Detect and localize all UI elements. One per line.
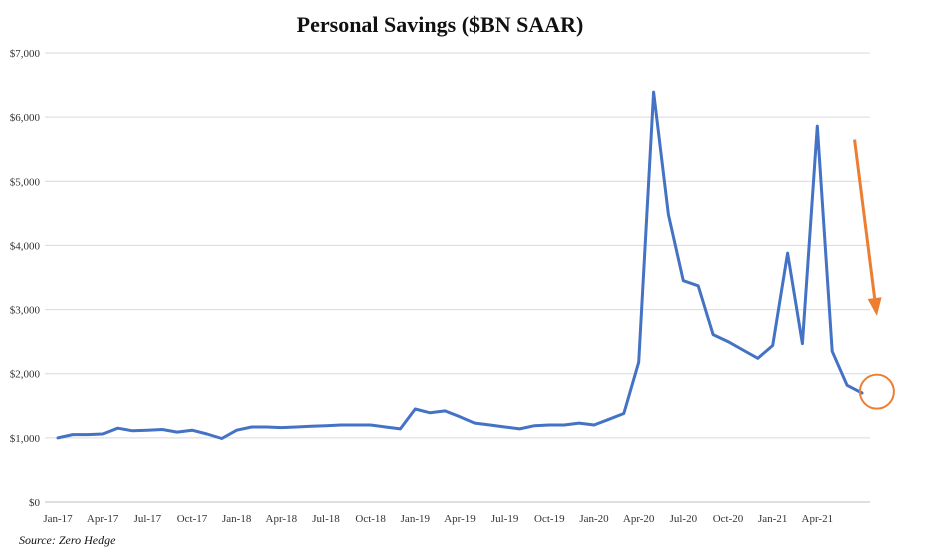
x-axis-ticks: Jan-17 Apr-17 Jul-17 Oct-17 Jan-18 Apr-18 Jul-… xyxy=(43,513,833,525)
data-point xyxy=(548,423,551,427)
data-point xyxy=(56,436,60,440)
data-point xyxy=(533,424,536,427)
data-point xyxy=(503,425,506,429)
x-tick-label: Jul-20 xyxy=(670,513,698,525)
data-point xyxy=(86,433,89,436)
data-point xyxy=(667,213,670,216)
data-point xyxy=(771,344,774,347)
gridlines xyxy=(45,52,870,439)
data-point xyxy=(205,432,209,436)
x-tick-label: Jul-19 xyxy=(491,513,519,525)
data-point xyxy=(637,360,640,364)
data-point xyxy=(309,425,313,428)
chart-title: Personal Savings ($BN SAAR) xyxy=(297,12,584,37)
data-point xyxy=(577,421,581,425)
data-point xyxy=(697,284,700,288)
data-point xyxy=(235,428,238,432)
x-tick-label: Oct-17 xyxy=(177,513,208,525)
data-point xyxy=(131,429,134,433)
data-point xyxy=(414,407,417,411)
data-point xyxy=(816,124,819,128)
annotation-circle xyxy=(858,373,895,410)
x-tick-label: Apr-19 xyxy=(444,513,476,525)
x-tick-label: Jan-19 xyxy=(401,513,431,525)
data-point xyxy=(324,424,328,427)
data-point xyxy=(563,423,566,427)
x-tick-label: Jan-20 xyxy=(579,513,609,525)
data-point xyxy=(726,340,730,343)
data-point xyxy=(860,391,864,395)
data-point xyxy=(458,415,462,418)
data-point xyxy=(354,423,357,427)
data-point xyxy=(682,279,685,282)
x-tick-label: Jul-17 xyxy=(134,513,162,525)
data-point xyxy=(369,423,372,427)
data-point xyxy=(71,433,75,436)
data-point xyxy=(443,409,447,413)
x-tick-label: Jan-18 xyxy=(222,513,252,525)
data-point xyxy=(592,423,596,427)
series-line-0 xyxy=(56,90,864,440)
data-point xyxy=(831,350,834,353)
y-axis-ticks: $0 $1,000 $2,000 $3,000 $4,000 $5,000 $6,000 $7… xyxy=(10,48,41,509)
data-point xyxy=(756,357,759,360)
x-tick-label: Apr-18 xyxy=(266,513,298,525)
annotation-layer xyxy=(853,139,895,410)
data-point xyxy=(741,348,745,352)
x-tick-label: Oct-20 xyxy=(713,513,744,525)
y-tick-label: $4,000 xyxy=(10,240,41,252)
chart-source: Source: Zero Hedge xyxy=(19,533,116,547)
data-point xyxy=(220,437,223,440)
data-point xyxy=(384,425,387,429)
data-point xyxy=(622,412,625,415)
data-point xyxy=(265,425,268,429)
data-point xyxy=(473,421,477,425)
data-point xyxy=(488,423,491,427)
x-tick-label: Jan-21 xyxy=(758,513,787,525)
x-tick-label: Jan-17 xyxy=(43,513,73,525)
y-tick-label: $6,000 xyxy=(10,112,41,124)
x-tick-label: Apr-17 xyxy=(87,513,119,525)
data-point xyxy=(652,90,655,94)
data-point xyxy=(786,251,789,255)
data-point xyxy=(250,425,253,429)
series-layer xyxy=(56,90,864,440)
data-point xyxy=(101,432,104,436)
data-point xyxy=(280,426,283,429)
data-point xyxy=(161,428,164,431)
data-point xyxy=(399,427,402,431)
data-point xyxy=(607,418,611,421)
annotation-arrow-head xyxy=(867,297,882,316)
y-tick-label: $7,000 xyxy=(10,48,41,60)
y-tick-label: $2,000 xyxy=(10,369,41,381)
data-point xyxy=(190,428,194,432)
x-tick-label: Oct-18 xyxy=(355,513,386,525)
y-tick-label: $0 xyxy=(29,497,41,509)
data-point xyxy=(339,423,343,427)
x-tick-label: Oct-19 xyxy=(534,513,565,525)
data-point xyxy=(711,333,715,336)
data-point xyxy=(518,427,521,431)
x-tick-label: Apr-21 xyxy=(802,513,834,525)
x-tick-label: Jul-18 xyxy=(312,513,340,525)
x-tick-label: Apr-20 xyxy=(623,513,655,525)
y-tick-label: $3,000 xyxy=(10,305,41,317)
data-point xyxy=(146,428,149,432)
annotation-arrow-shaft xyxy=(853,139,877,299)
y-tick-label: $5,000 xyxy=(10,176,41,188)
data-point xyxy=(801,342,804,345)
data-point xyxy=(845,384,849,387)
data-point xyxy=(429,411,432,415)
data-point xyxy=(116,427,119,430)
data-point xyxy=(295,425,298,429)
data-point xyxy=(175,430,179,434)
y-tick-label: $1,000 xyxy=(10,433,41,445)
